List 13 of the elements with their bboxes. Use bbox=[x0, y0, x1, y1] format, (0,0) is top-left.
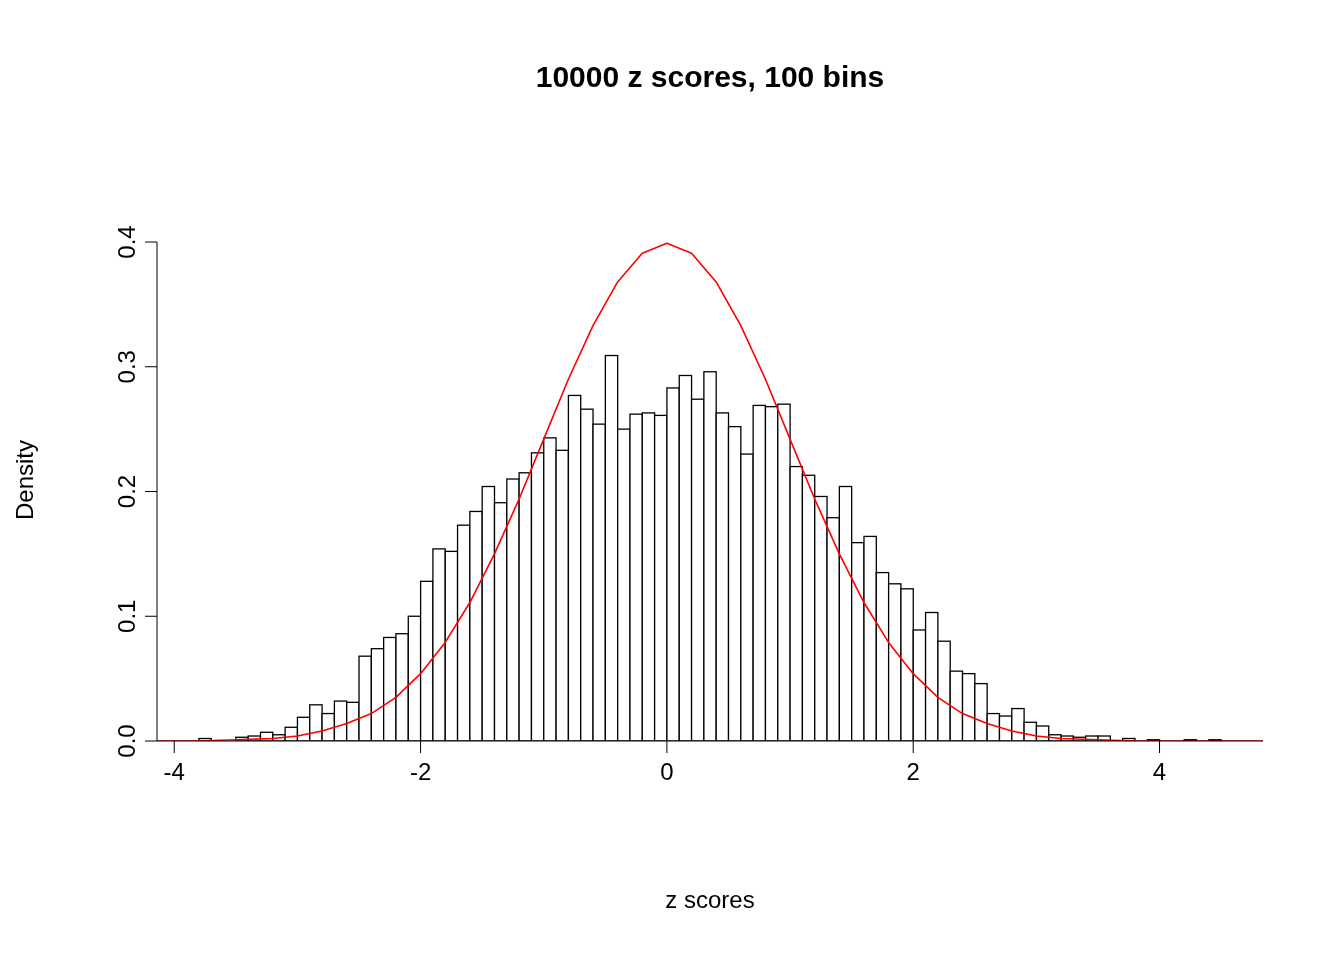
y-tick-label: 0.3 bbox=[113, 350, 140, 384]
x-tick-label: 0 bbox=[660, 758, 674, 786]
x-axis-title: z scores bbox=[664, 886, 756, 914]
chart-title: 10000 z scores, 100 bins bbox=[534, 60, 886, 94]
x-tick-label: 4 bbox=[1152, 758, 1167, 786]
x-tick-label: -4 bbox=[163, 758, 185, 786]
x-tick-label: 2 bbox=[906, 758, 920, 786]
y-axis-title: Density bbox=[11, 439, 39, 521]
y-tick-label: 0.2 bbox=[113, 474, 140, 509]
y-tick-label: 0.1 bbox=[113, 599, 140, 633]
y-tick-label: 0.4 bbox=[113, 225, 140, 259]
y-tick-label: 0.0 bbox=[113, 724, 140, 758]
x-tick-label: -2 bbox=[409, 758, 432, 786]
